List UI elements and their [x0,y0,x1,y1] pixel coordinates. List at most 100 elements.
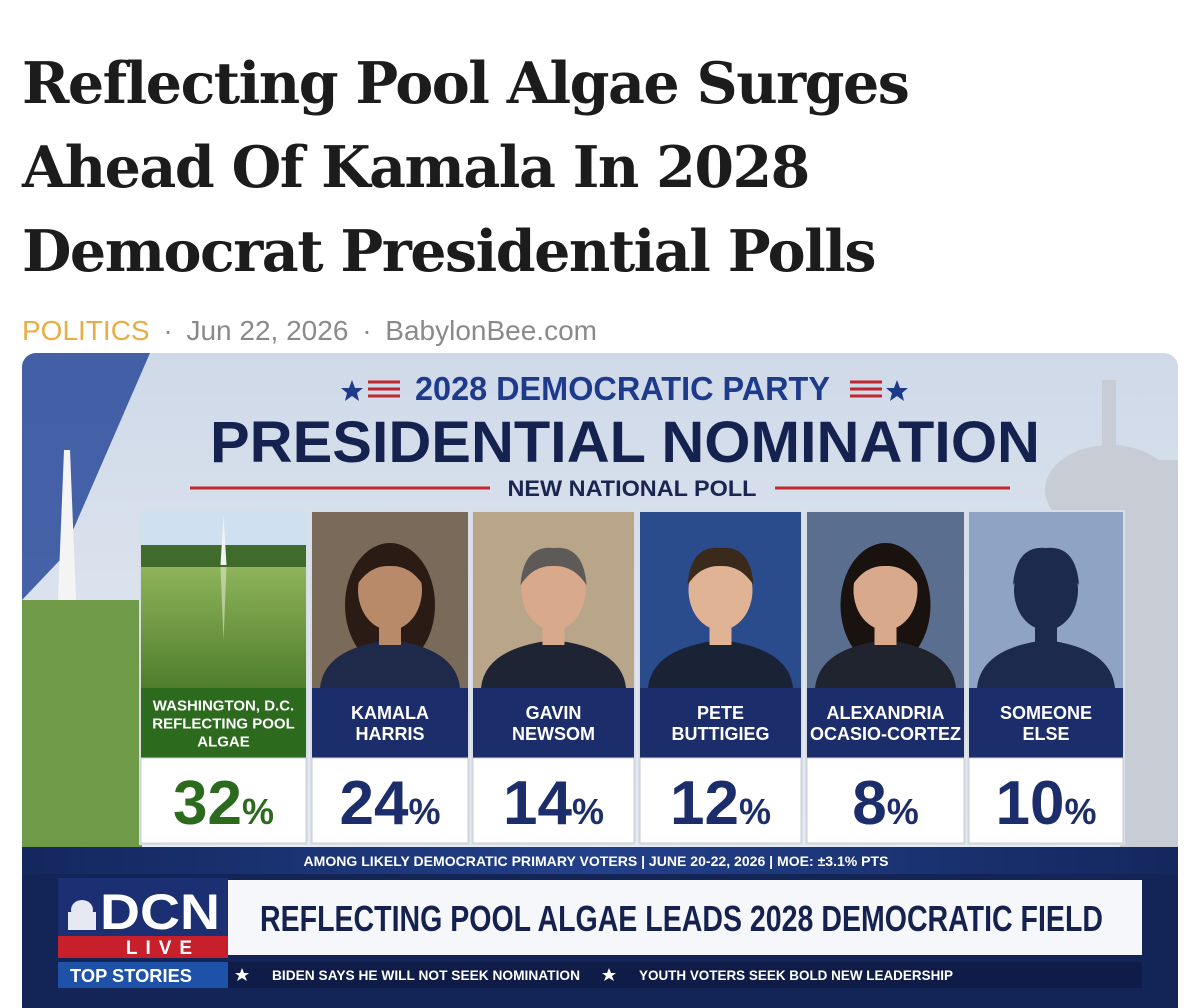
pool-left [22,600,142,850]
photo-shoulders [815,640,956,688]
photo-face [358,550,422,630]
photo-hair-top [852,547,919,585]
lower-third: DCN LIVE REFLECTING POOL ALGAE LEADS 202… [58,878,1142,988]
photo-face [688,550,753,630]
graphic-subtitle: NEW NATIONAL POLL [508,476,757,501]
photo-face [521,550,586,630]
percent-sign: % [887,791,919,832]
candidate-name: SOMEONE [1000,703,1092,723]
name-box [640,688,801,758]
percent-sign: % [1064,791,1096,832]
percent-box [968,757,1124,844]
star [341,380,363,401]
star [235,968,249,981]
name-box [807,688,964,758]
photo-hair-top [1013,547,1079,585]
separator: · [163,315,173,346]
source[interactable]: BabylonBee.com [385,315,597,346]
photo-monument [220,515,227,565]
candidate-name: NEWSOM [512,724,595,744]
name-box [473,688,634,758]
photo-shoulders [320,640,460,688]
headline-line: Democrat Presidential Polls [22,218,877,285]
percent: 14% [503,769,604,838]
star [886,380,908,401]
percent: 12% [670,769,771,838]
headline: Reflecting Pool Algae Surges Ahead Of Ka… [22,42,1182,294]
candidate-name: PETE [697,703,744,723]
headline-line: Reflecting Pool Algae Surges [22,50,910,117]
lower-third-headline: REFLECTING POOL ALGAE LEADS 2028 DEMOCRA… [260,898,1103,939]
photo-hair-top [687,547,754,585]
category[interactable]: POLITICS [22,315,150,346]
banner: 2028 DEMOCRATIC PARTY PRESIDENTIAL NOMIN… [190,370,1040,501]
name-box [969,688,1123,758]
candidate-name: ALEXANDRIA [826,703,944,723]
ticker-box [228,962,1142,988]
graphic-title: PRESIDENTIAL NOMINATION [210,410,1040,475]
candidate-name: BUTTIGIEG [672,724,770,744]
percent-sign: % [572,791,604,832]
name-box [141,688,306,758]
candidate-name: ALGAE [197,733,250,750]
percent-box [472,757,635,844]
live-label: LIVE [126,938,200,959]
percent-number: 24 [340,769,409,838]
percent: 24% [340,769,441,838]
footnote-band [22,847,1178,874]
candidate-name: HARRIS [355,724,424,744]
percent-number: 8 [852,769,886,838]
percent-number: 10 [996,769,1065,838]
percent-number: 14 [503,769,572,838]
percent-number: 32 [173,769,242,838]
ticker-label-box [58,962,228,988]
photo-hair-top [357,547,423,585]
photo-reflection [220,567,227,640]
date: Jun 22, 2026 [186,315,349,346]
ticker-item: YOUTH VOTERS SEEK BOLD NEW LEADERSHIP [639,967,953,983]
stripes [368,380,882,398]
photo-hair-top [520,547,587,585]
percent-sign: % [739,791,771,832]
network-logo: DCN [100,884,220,940]
headline-line: Ahead Of Kamala In 2028 [22,134,810,201]
live-box [58,936,228,958]
monument [58,450,76,600]
candidate-name: ELSE [1022,724,1069,744]
headline-box [228,880,1142,955]
candidate-name: REFLECTING POOL [152,715,295,732]
article-meta: POLITICS · Jun 22, 2026 · BabylonBee.com [22,315,603,347]
name-box [312,688,468,758]
ticker-label: TOP STORIES [70,966,192,986]
kicker: 2028 DEMOCRATIC PARTY [415,370,830,407]
percent: 10% [996,769,1097,838]
percent-sign: % [408,791,440,832]
photo-face [853,550,918,630]
percent-box [639,757,802,844]
percent-box [140,757,307,844]
flag-corner [22,353,150,600]
candidate-name: WASHINGTON, D.C. [153,697,294,714]
percent-sign: % [242,791,274,832]
poll-graphic: 2028 DEMOCRATIC PARTY PRESIDENTIAL NOMIN… [22,353,1178,1008]
percent: 32% [173,769,274,838]
percent-box [806,757,965,844]
candidate-name: GAVIN [526,703,582,723]
percent-box [311,757,469,844]
separator: · [362,315,372,346]
ticker-item: BIDEN SAYS HE WILL NOT SEEK NOMINATION [272,967,580,983]
photo-shoulders [648,640,793,688]
logo-icon [71,900,93,920]
photo-face [1014,550,1078,630]
percent-number: 12 [670,769,739,838]
candidate-name: KAMALA [351,703,429,723]
photo-shoulders [977,640,1115,688]
candidate-name: OCASIO-CORTEZ [810,724,961,744]
photo-shoulders [481,640,626,688]
star [602,968,616,981]
